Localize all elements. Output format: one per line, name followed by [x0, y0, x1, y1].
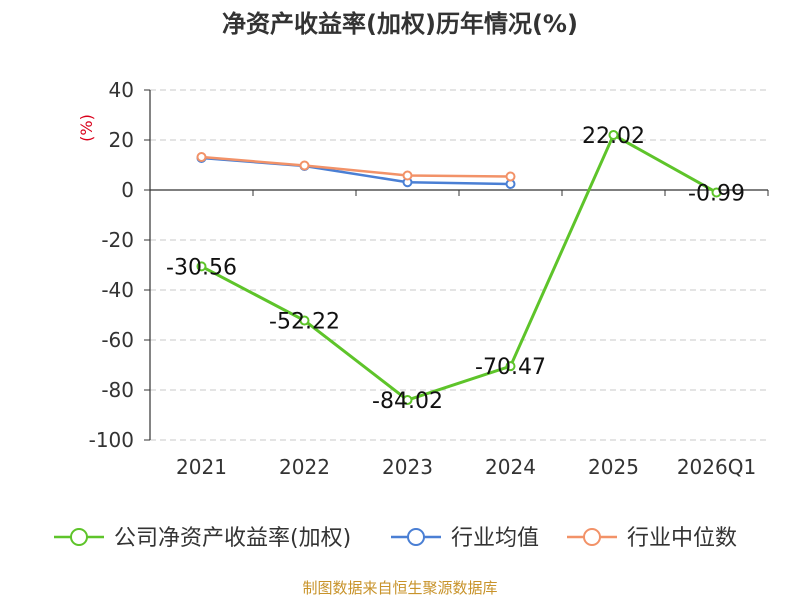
y-tick-label: -20: [101, 228, 134, 252]
legend-item-1[interactable]: 行业均值: [391, 526, 539, 551]
legend-label: 公司净资产收益率(加权): [114, 526, 351, 551]
legend-label: 行业均值: [451, 526, 539, 551]
legend[interactable]: 公司净资产收益率(加权) 行业均值 行业中位数: [54, 526, 737, 551]
legend-item-2[interactable]: 行业中位数: [567, 526, 737, 551]
x-tick-label: 2026Q1: [677, 455, 756, 479]
x-tick-label: 2021: [176, 455, 227, 479]
y-tick-label: -40: [101, 278, 134, 302]
y-tick-label: 0: [121, 178, 134, 202]
data-point-2: [402, 170, 413, 181]
x-tick-label: 2024: [485, 455, 536, 479]
data-point-2: [196, 152, 207, 162]
y-tick-label: 20: [109, 128, 134, 152]
data-label: -70.47: [475, 355, 546, 380]
data-label: -84.02: [372, 389, 443, 414]
series-line-2: [201, 155, 511, 178]
x-tick-label: 2022: [279, 455, 330, 479]
grid: [150, 89, 768, 441]
series-line-0: [200, 133, 718, 402]
series-group: [196, 129, 722, 406]
legend-item-0[interactable]: 公司净资产收益率(加权): [54, 526, 351, 551]
data-point-0: [299, 315, 310, 326]
axes: 40 20 0 -20 -40 -60 -80 -100 2021 2022 2023 2024 202…: [89, 78, 769, 479]
legend-marker: [407, 528, 425, 546]
y-tick-label: -80: [101, 378, 134, 402]
legend-marker: [583, 528, 601, 546]
data-labels: -30.56 -52.22 -84.02 -70.47 22.02 -0.99: [166, 124, 745, 414]
data-label: -52.22: [269, 310, 340, 335]
data-label: 22.02: [582, 124, 645, 149]
data-point-0: [711, 187, 722, 198]
data-point-0: [196, 261, 207, 272]
legend-label: 行业中位数: [627, 526, 737, 551]
y-tick-label: -60: [101, 328, 134, 352]
data-point-0: [402, 395, 413, 406]
chart-title: 净资产收益率(加权)历年情况(%): [222, 10, 578, 38]
data-point-0: [505, 361, 516, 372]
data-label: -0.99: [688, 181, 745, 206]
data-label: -30.56: [166, 255, 237, 280]
y-unit-label: (%): [77, 114, 96, 142]
y-tick-label: -100: [89, 428, 134, 452]
data-point-2: [299, 160, 310, 171]
source-note: 制图数据来自恒生聚源数据库: [302, 579, 497, 597]
y-tick-label: 40: [109, 78, 134, 102]
x-tick-label: 2023: [382, 455, 433, 479]
data-point-2: [505, 171, 516, 182]
data-point-0: [608, 129, 619, 140]
legend-marker: [70, 528, 88, 546]
x-tick-label: 2025: [588, 455, 639, 479]
